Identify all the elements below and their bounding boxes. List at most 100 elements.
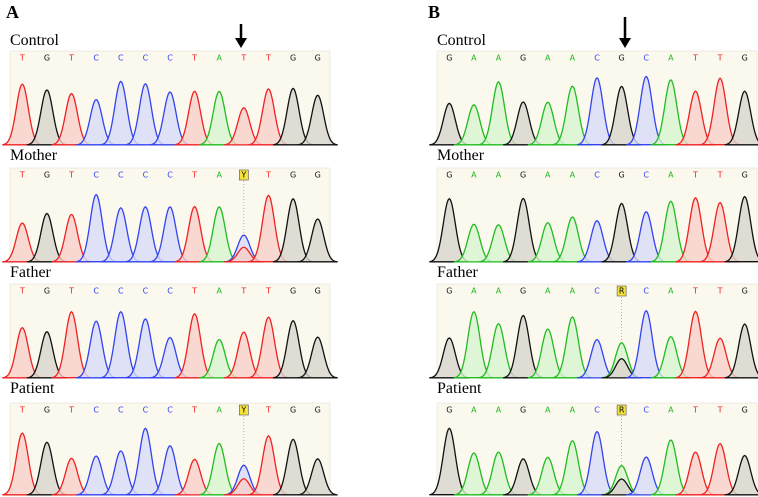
peak — [297, 336, 338, 379]
variant-highlight — [239, 404, 249, 416]
arrow — [235, 24, 247, 48]
base-call: G — [520, 171, 526, 180]
base-call: C — [143, 406, 149, 415]
base-call: G — [44, 406, 50, 415]
base-call: A — [545, 54, 551, 63]
base-call: R — [619, 287, 625, 296]
base-call: C — [118, 406, 124, 415]
base-call: G — [290, 171, 296, 180]
base-call: C — [643, 54, 649, 63]
base-call: R — [619, 406, 625, 415]
track-label: Father — [10, 264, 52, 281]
base-call: C — [643, 406, 649, 415]
base-call: G — [446, 287, 452, 296]
track-label: Father — [437, 264, 479, 281]
track-label: Mother — [437, 147, 485, 164]
base-call: C — [643, 287, 649, 296]
track-label: Patient — [437, 380, 482, 397]
variant-highlight — [616, 285, 627, 297]
variant-highlight — [616, 404, 627, 416]
base-call: C — [167, 171, 173, 180]
base-call: T — [68, 406, 74, 415]
base-call: G — [44, 171, 50, 180]
base-call: C — [93, 171, 99, 180]
base-call: C — [643, 171, 649, 180]
panel-label: B — [428, 2, 440, 22]
base-call: A — [545, 171, 551, 180]
track-label: Control — [10, 32, 59, 49]
base-call: T — [240, 287, 246, 296]
base-call: T — [692, 171, 698, 180]
base-call: A — [570, 54, 576, 63]
base-call: G — [742, 406, 748, 415]
base-call: A — [496, 171, 502, 180]
base-call: A — [496, 54, 502, 63]
base-call: C — [118, 171, 124, 180]
base-call: A — [668, 171, 674, 180]
base-call: C — [93, 406, 99, 415]
base-call: A — [668, 54, 674, 63]
peak — [297, 94, 338, 146]
base-call: T — [717, 406, 723, 415]
base-call: G — [290, 54, 296, 63]
base-call: T — [19, 54, 25, 63]
base-call: T — [692, 406, 698, 415]
base-call: G — [742, 287, 748, 296]
base-call: G — [619, 54, 625, 63]
base-call: C — [93, 54, 99, 63]
base-call: C — [167, 406, 173, 415]
base-call: T — [265, 406, 271, 415]
track-label: Patient — [10, 380, 55, 397]
base-call: A — [545, 406, 551, 415]
base-call: C — [594, 54, 600, 63]
base-call: G — [742, 171, 748, 180]
base-call: C — [167, 287, 173, 296]
peak — [724, 323, 758, 379]
base-call: C — [594, 406, 600, 415]
base-call: G — [315, 287, 321, 296]
base-call: G — [446, 406, 452, 415]
base-call: A — [668, 287, 674, 296]
base-call: A — [545, 287, 551, 296]
base-call: G — [44, 54, 50, 63]
variant-highlight — [239, 169, 249, 181]
base-call: T — [191, 54, 197, 63]
base-call: T — [191, 171, 197, 180]
base-call: T — [19, 171, 25, 180]
peak — [297, 218, 338, 263]
base-call: T — [717, 171, 723, 180]
base-call: G — [520, 287, 526, 296]
base-call: Y — [240, 406, 246, 415]
base-call: G — [446, 171, 452, 180]
peak — [297, 458, 338, 496]
base-call: G — [290, 406, 296, 415]
base-call: T — [265, 287, 271, 296]
base-call: T — [68, 287, 74, 296]
base-call: C — [143, 171, 149, 180]
panel-label: A — [6, 2, 19, 22]
base-call: Y — [240, 171, 246, 180]
base-call: A — [668, 406, 674, 415]
base-call: A — [216, 171, 222, 180]
base-call: A — [471, 171, 477, 180]
base-call: A — [216, 287, 222, 296]
base-call: C — [143, 54, 149, 63]
base-call: A — [471, 406, 477, 415]
base-call: G — [315, 171, 321, 180]
base-call: T — [717, 287, 723, 296]
base-call: A — [216, 406, 222, 415]
base-call: A — [471, 287, 477, 296]
base-call: T — [68, 171, 74, 180]
peak — [724, 195, 758, 263]
base-call: T — [692, 54, 698, 63]
base-call: T — [68, 54, 74, 63]
